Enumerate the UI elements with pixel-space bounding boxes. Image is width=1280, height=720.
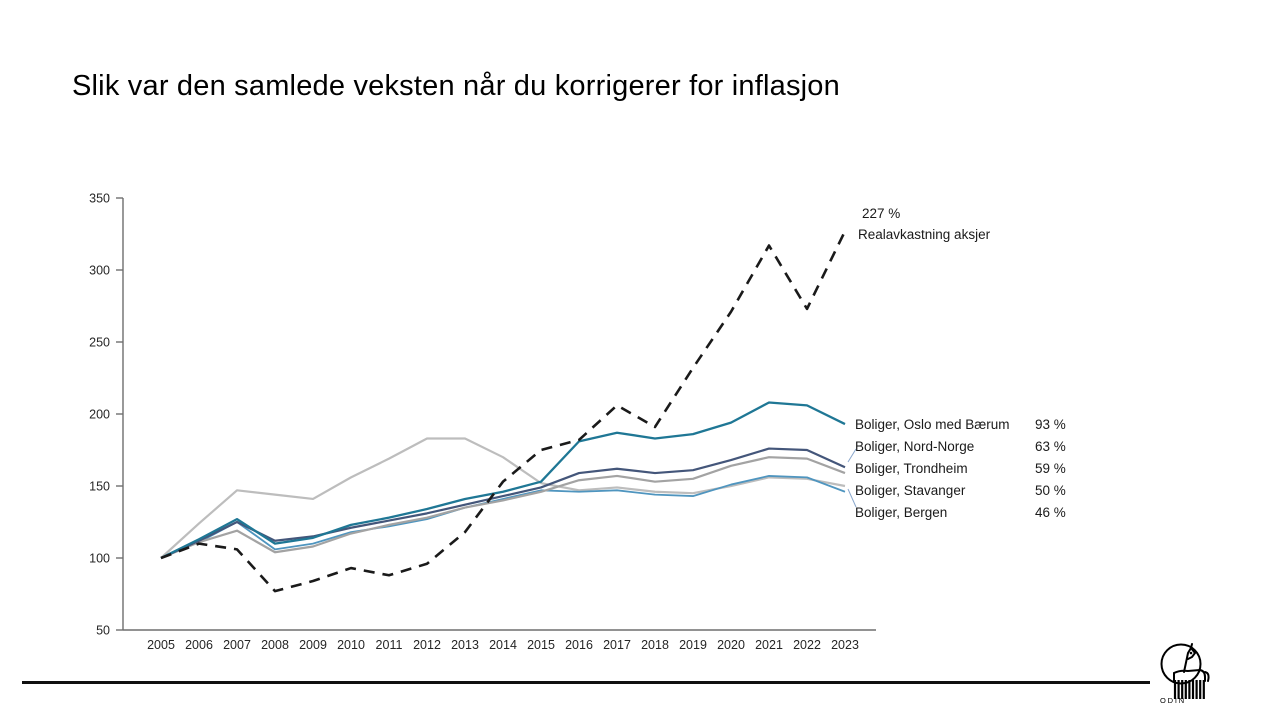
y-tick-label: 100 <box>89 552 110 566</box>
y-tick-label: 350 <box>89 192 110 206</box>
x-tick-label: 2019 <box>679 638 707 652</box>
x-tick-label: 2011 <box>376 638 403 652</box>
series-line-bergen <box>160 475 846 559</box>
stocks-final-value: 227 % <box>862 206 901 221</box>
series-line-stavanger <box>160 437 846 559</box>
line-label-oslo-name: Boliger, Oslo med Bærum <box>855 417 1010 432</box>
x-tick-label: 2007 <box>223 638 251 652</box>
y-tick-label: 150 <box>89 480 110 494</box>
label-leader-line <box>847 448 857 463</box>
x-tick-label: 2021 <box>755 638 783 652</box>
x-tick-label: 2010 <box>337 638 365 652</box>
x-tick-label: 2014 <box>489 638 517 652</box>
series-line-trondheim <box>160 456 846 560</box>
x-tick-label: 2005 <box>147 638 175 652</box>
page-title: Slik var den samlede veksten når du korr… <box>72 70 840 102</box>
line-label-stavanger: Boliger, Stavanger 50 % <box>855 483 1095 503</box>
y-tick-label: 50 <box>96 624 110 638</box>
label-leader-line <box>847 488 857 508</box>
line-label-bergen-name: Boliger, Bergen <box>855 505 948 520</box>
line-label-trondheim-name: Boliger, Trondheim <box>855 461 968 476</box>
stocks-annotation: 227 % Realavkastning aksjer <box>858 203 990 245</box>
footer-divider <box>22 681 1150 684</box>
series-line-aksjer <box>160 230 847 593</box>
line-label-stavanger-name: Boliger, Stavanger <box>855 483 966 498</box>
line-label-nord-norge: Boliger, Nord-Norge 63 % <box>855 439 1095 459</box>
line-label-trondheim-pct: 59 % <box>1035 461 1066 476</box>
x-tick-label: 2023 <box>831 638 859 652</box>
line-label-nord-norge-pct: 63 % <box>1035 439 1066 454</box>
line-label-oslo: Boliger, Oslo med Bærum 93 % <box>855 417 1095 437</box>
x-tick-label: 2017 <box>603 638 631 652</box>
x-tick-label: 2016 <box>565 638 593 652</box>
x-tick-label: 2013 <box>451 638 479 652</box>
y-tick-label: 200 <box>89 408 110 422</box>
x-tick-label: 2015 <box>527 638 555 652</box>
x-tick-label: 2022 <box>793 638 821 652</box>
x-tick-label: 2020 <box>717 638 745 652</box>
x-tick-label: 2006 <box>185 638 213 652</box>
y-tick-label: 300 <box>89 264 110 278</box>
line-label-bergen-pct: 46 % <box>1035 505 1066 520</box>
x-tick-label: 2018 <box>641 638 669 652</box>
x-tick-label: 2012 <box>413 638 441 652</box>
line-label-trondheim: Boliger, Trondheim 59 % <box>855 461 1095 481</box>
series-line-oslo <box>160 401 846 560</box>
odin-logo-text: ODIN <box>1160 696 1186 705</box>
x-tick-label: 2008 <box>261 638 289 652</box>
line-label-nord-norge-name: Boliger, Nord-Norge <box>855 439 975 454</box>
line-label-bergen: Boliger, Bergen 46 % <box>855 505 1095 525</box>
line-label-oslo-pct: 93 % <box>1035 417 1066 432</box>
x-tick-label: 2009 <box>299 638 327 652</box>
line-label-stavanger-pct: 50 % <box>1035 483 1066 498</box>
y-tick-label: 250 <box>89 336 110 350</box>
stocks-series-name: Realavkastning aksjer <box>858 227 991 242</box>
series-line-nord-norge <box>160 447 846 560</box>
odin-horse-icon <box>1160 643 1210 699</box>
odin-logo: ODIN <box>1154 640 1220 710</box>
